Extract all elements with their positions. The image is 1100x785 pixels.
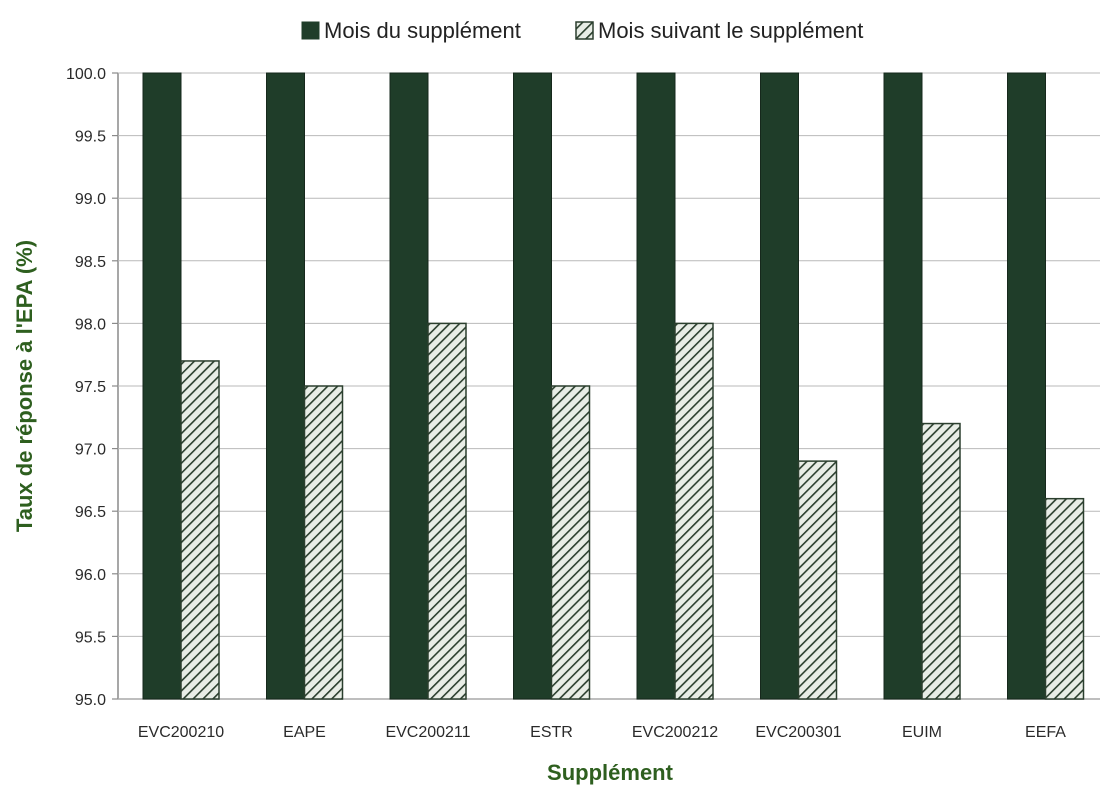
bars [142,72,1085,700]
bar-mois-du-supplement [513,72,552,700]
bar-mois-suivant [303,385,344,700]
x-tick-label: EVC200301 [755,724,841,741]
y-tick-label: 98.0 [75,316,106,333]
bar-mois-suivant [1044,497,1085,700]
bar-mois-du-supplement [389,72,429,700]
y-axis-ticks: 95.0 95.5 96.0 96.5 97.0 97.5 98.0 98.5 99.0 99.5… [66,66,118,709]
legend-swatch-hatched [575,21,594,40]
bar-mois-suivant [797,460,838,700]
x-tick-label: EVC200212 [632,724,718,741]
y-tick-label: 96.5 [75,504,106,521]
bar-mois-du-supplement [760,72,799,700]
legend-swatch-solid [301,21,320,40]
y-tick-label: 97.0 [75,442,106,459]
y-tick-label: 97.5 [75,379,106,396]
x-tick-label: EEFA [1025,724,1066,741]
x-tick-label: ESTR [530,724,573,741]
y-tick-label: 99.0 [75,191,106,208]
x-tick-label: EVC200210 [138,724,224,741]
y-tick-label: 100.0 [66,66,106,83]
x-tick-label: EVC200211 [385,724,470,741]
y-tick-label: 95.0 [75,692,106,709]
bar-mois-suivant [550,385,591,700]
y-axis-title: Taux de réponse à l'EPA (%) [12,240,37,532]
bar-mois-du-supplement [266,72,305,700]
y-tick-label: 95.5 [75,629,106,646]
bar-mois-suivant [674,322,714,700]
legend: Mois du supplément Mois suivant le suppl… [301,18,863,43]
x-axis-ticks: EVC200210 EAPE EVC200211 ESTR EVC200212 EVC20… [138,724,1066,741]
legend-label-series-2: Mois suivant le supplément [598,18,863,43]
bar-mois-suivant [921,422,961,700]
bar-mois-du-supplement [1007,72,1046,700]
x-tick-label: EAPE [283,724,326,741]
x-tick-label: EUIM [902,724,942,741]
bar-mois-du-supplement [142,72,182,700]
y-tick-label: 99.5 [75,129,106,146]
y-tick-label: 96.0 [75,567,106,584]
y-tick-label: 98.5 [75,254,106,271]
legend-label-series-1: Mois du supplément [324,18,521,43]
bar-mois-du-supplement [636,72,676,700]
bar-mois-suivant [427,322,467,700]
bar-mois-du-supplement [883,72,923,700]
x-axis-title: Supplément [547,760,674,785]
bar-mois-suivant [180,360,220,700]
